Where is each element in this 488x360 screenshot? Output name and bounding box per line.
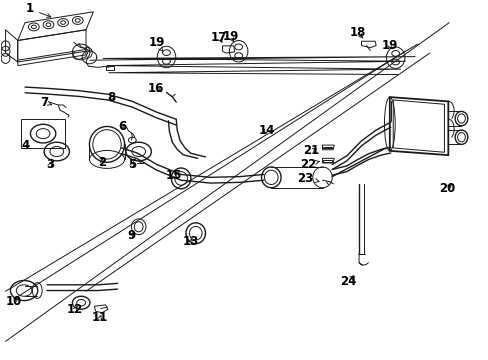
Text: 19: 19 [148, 36, 164, 52]
Text: 21: 21 [302, 144, 318, 157]
Text: 7: 7 [41, 96, 52, 109]
Text: 24: 24 [339, 275, 355, 288]
Text: 19: 19 [381, 39, 397, 52]
Text: 19: 19 [222, 30, 239, 44]
Text: 16: 16 [147, 82, 163, 95]
Text: 14: 14 [258, 123, 274, 136]
Bar [21, 119, 65, 148]
Text: 6: 6 [118, 120, 126, 133]
Text: 8: 8 [107, 91, 116, 104]
Text: 11: 11 [92, 311, 108, 324]
Text: 23: 23 [296, 172, 319, 185]
Text: 1: 1 [26, 3, 51, 17]
Text: 2: 2 [98, 156, 106, 169]
Text: 22: 22 [299, 158, 319, 171]
Text: 18: 18 [349, 26, 365, 39]
Text: 20: 20 [438, 182, 454, 195]
Text: 3: 3 [46, 158, 54, 171]
Text: 13: 13 [183, 235, 199, 248]
Text: 5: 5 [128, 158, 136, 171]
Text: 15: 15 [165, 169, 182, 182]
Text: 10: 10 [5, 295, 21, 308]
Text: 9: 9 [127, 229, 135, 242]
Bar [105, 66, 114, 70]
Text: 4: 4 [22, 139, 30, 152]
Text: 17: 17 [211, 31, 227, 44]
Text: 12: 12 [66, 303, 83, 316]
